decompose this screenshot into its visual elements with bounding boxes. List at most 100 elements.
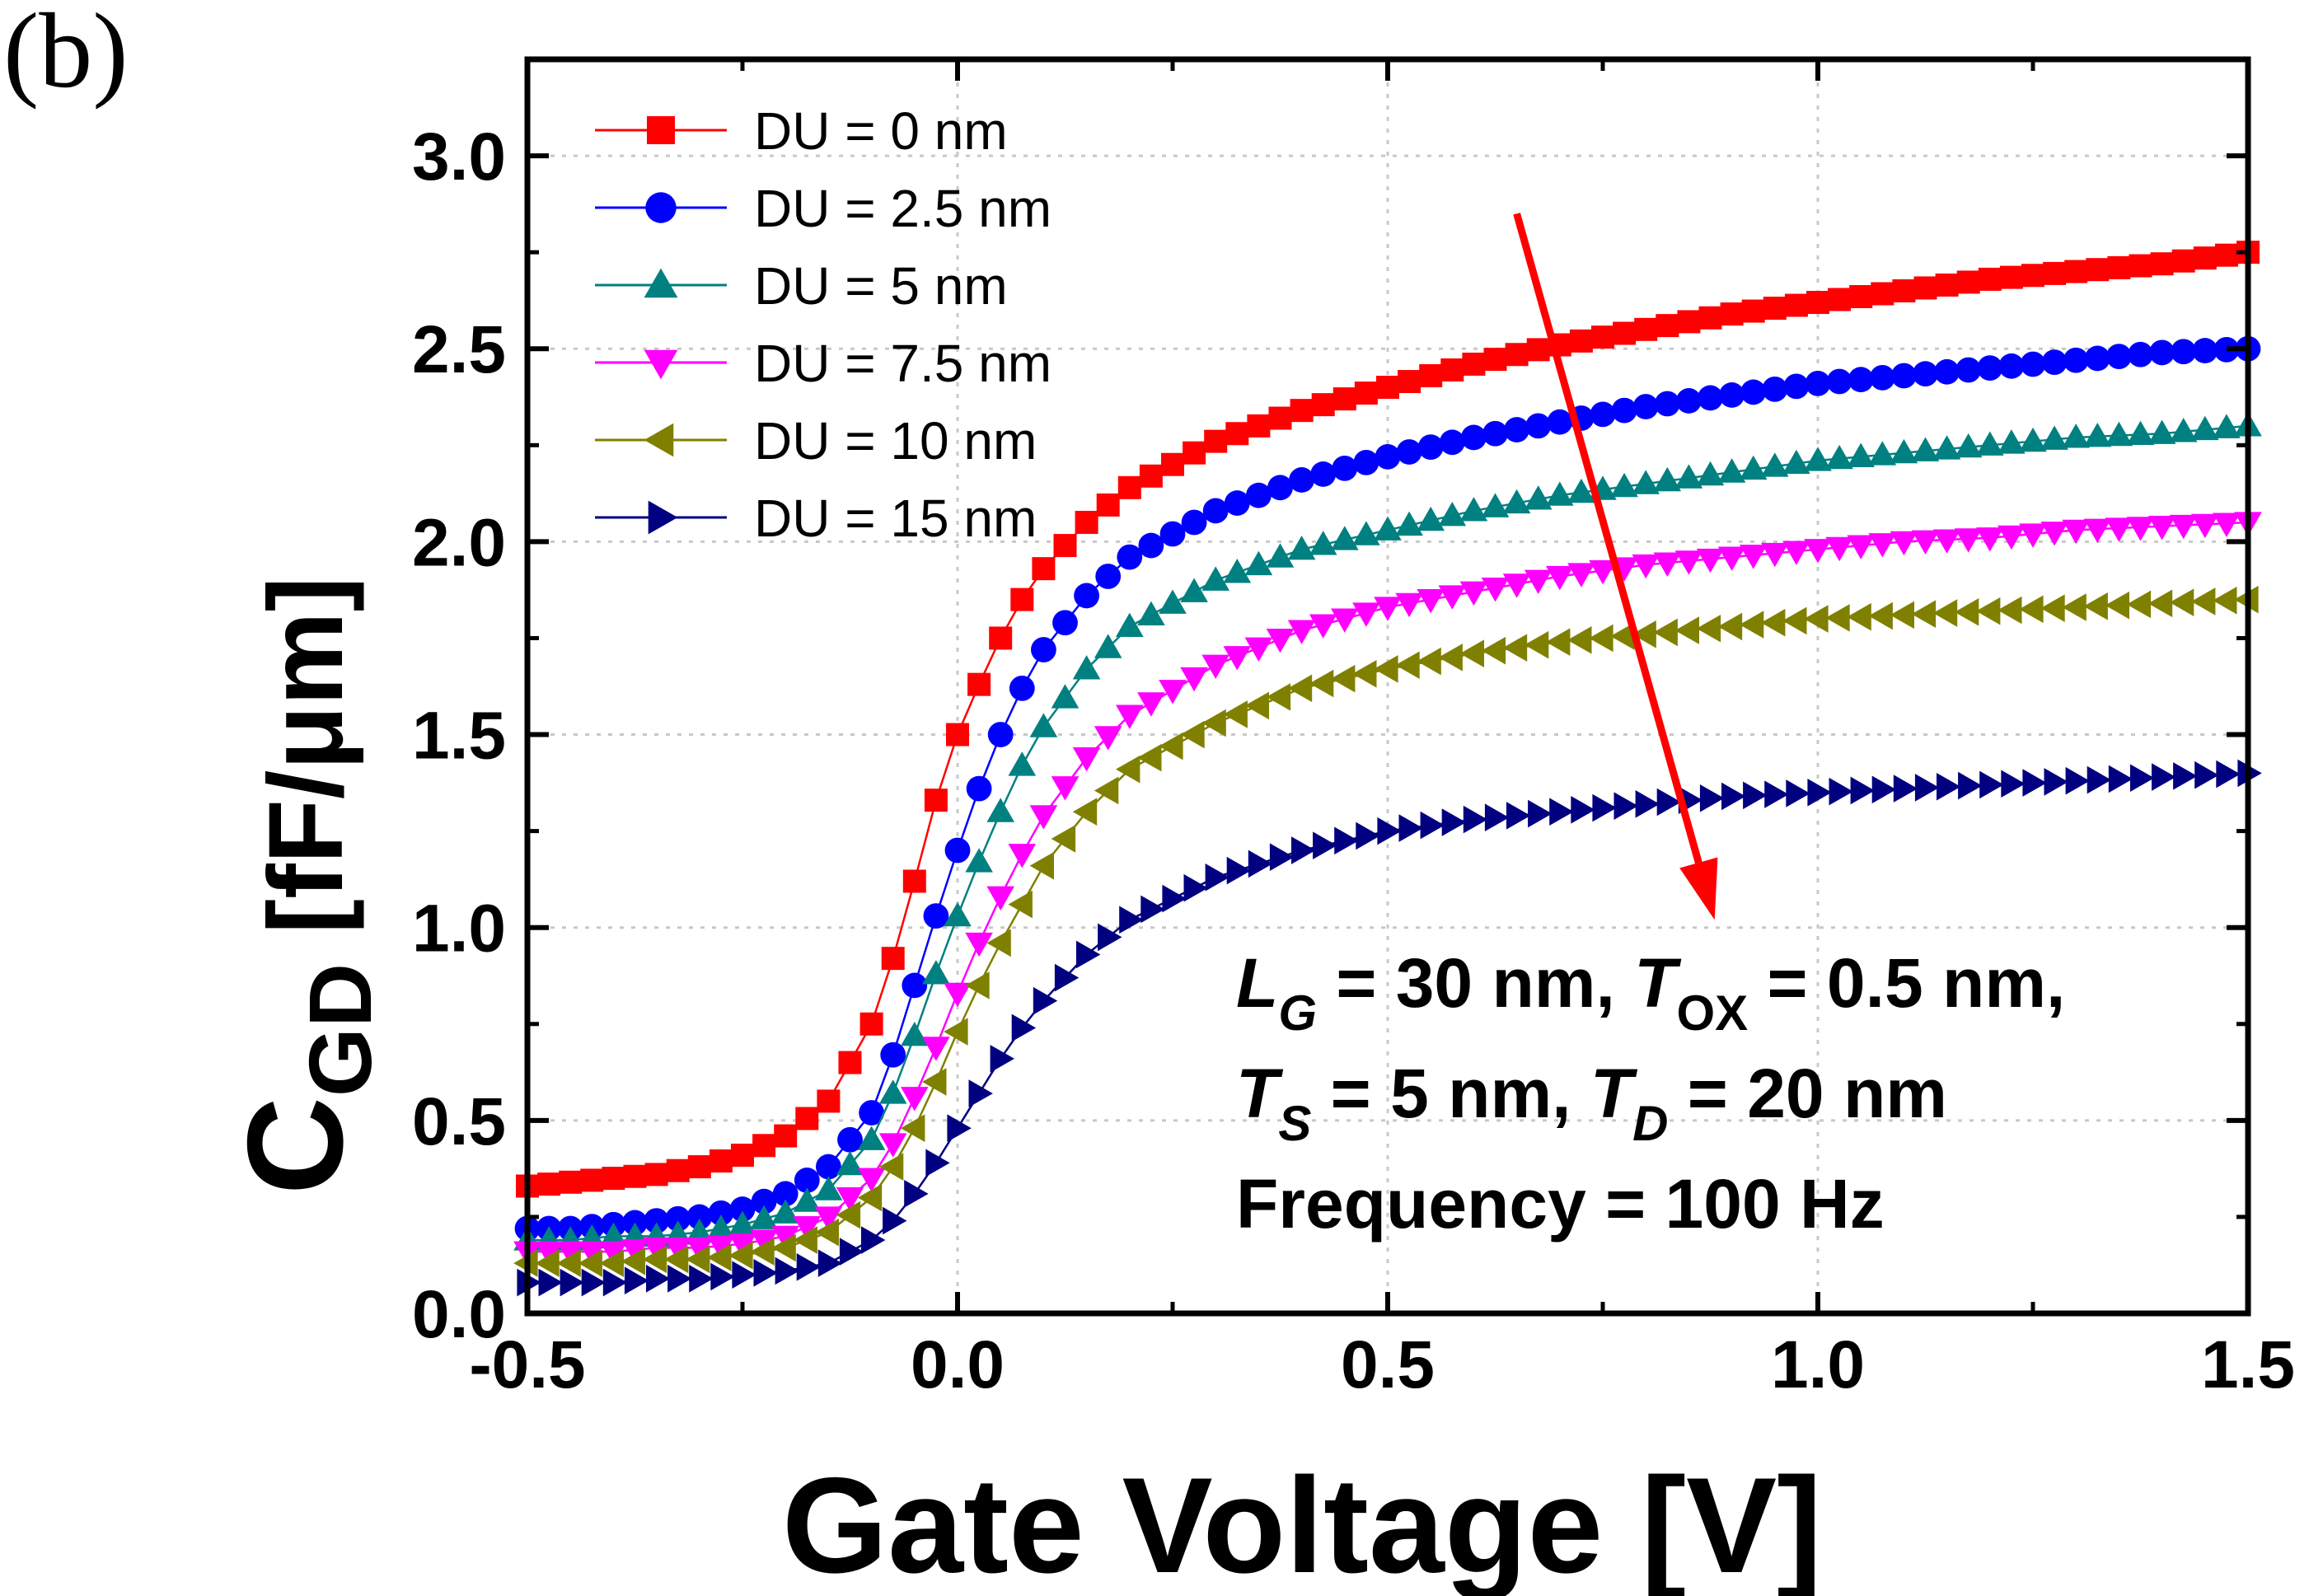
data-point — [2105, 591, 2129, 620]
data-point — [1956, 270, 1980, 294]
data-point — [1804, 539, 1832, 564]
data-point — [1029, 713, 1058, 737]
data-point — [1183, 873, 1208, 902]
data-point — [1592, 793, 1617, 822]
data-point — [1502, 489, 1531, 514]
data-point — [1248, 849, 1273, 878]
data-point — [922, 1037, 950, 1061]
data-point — [1481, 493, 1510, 517]
data-point — [1937, 772, 1961, 801]
svg-text:CGD [fF/μm]: CGD [fF/μm] — [219, 577, 390, 1195]
data-point — [966, 775, 992, 802]
data-point — [1783, 373, 1810, 400]
data-point — [1204, 429, 1228, 453]
x-tick-label: -0.5 — [469, 1327, 585, 1402]
data-point — [1440, 358, 1464, 381]
data-point — [2147, 419, 2176, 444]
data-point — [1911, 437, 1940, 461]
data-point — [1137, 601, 1165, 625]
y-tick-label: 1.0 — [412, 892, 506, 966]
data-point — [1720, 302, 1744, 326]
y-tick-label: 1.5 — [412, 699, 506, 774]
data-point — [1352, 521, 1380, 545]
data-point — [1439, 429, 1465, 456]
data-point — [1202, 498, 1229, 524]
data-point — [1868, 601, 1893, 630]
data-point — [1309, 669, 1334, 698]
data-point — [1205, 864, 1229, 892]
data-point — [1332, 456, 1358, 481]
annotation-segment: T — [1590, 1055, 1638, 1132]
data-point — [857, 1168, 886, 1192]
data-point — [2213, 337, 2240, 363]
data-point — [816, 1154, 841, 1180]
data-point — [968, 1079, 993, 1107]
data-point — [1634, 317, 1658, 341]
data-point — [750, 1205, 778, 1229]
annotation-segment: = 5 nm, — [1311, 1055, 1590, 1132]
data-point — [2044, 768, 2068, 796]
data-point — [2062, 593, 2087, 621]
data-point — [1483, 348, 1507, 372]
data-point — [1847, 535, 1875, 559]
data-point — [1463, 805, 1488, 834]
data-point — [1591, 325, 1614, 349]
data-point — [1334, 826, 1359, 855]
data-point — [1932, 435, 1961, 460]
data-point — [2147, 589, 2173, 618]
data-point — [1696, 461, 1725, 486]
data-point — [1331, 608, 1359, 633]
annotation-box: LG = 30 nm, TOX = 0.5 nm,TS = 5 nm, TD =… — [1236, 944, 2065, 1243]
data-point — [839, 1238, 864, 1266]
x-tick-label: 0.5 — [1341, 1327, 1435, 1402]
data-point — [1352, 659, 1377, 688]
data-point — [1674, 616, 1699, 644]
data-point — [1549, 798, 1574, 826]
data-point — [1395, 651, 1420, 680]
data-point — [793, 1226, 817, 1254]
data-point — [990, 1045, 1014, 1073]
data-point — [944, 982, 972, 1008]
series-1 — [514, 335, 2261, 1242]
data-point — [1782, 449, 1810, 475]
data-point — [1954, 598, 1979, 626]
data-point — [599, 1241, 628, 1266]
data-point — [796, 1253, 822, 1281]
data-point — [1782, 606, 1807, 635]
data-point — [902, 869, 926, 893]
legend-marker — [644, 423, 674, 457]
data-point — [1029, 805, 1058, 830]
data-point — [1461, 424, 1487, 451]
data-point — [2105, 517, 2133, 542]
data-point — [1008, 890, 1033, 919]
data-point — [1547, 409, 1573, 435]
data-point — [1266, 629, 1295, 653]
data-point — [947, 1114, 972, 1143]
data-point — [1719, 382, 1745, 408]
data-point — [1976, 431, 2004, 456]
data-point — [1611, 397, 1637, 424]
annotation-line: Frequency = 100 Hz — [1236, 1165, 1885, 1243]
data-point — [729, 1196, 756, 1222]
data-point — [2171, 339, 2197, 365]
x-axis-title: Gate Voltage [V] — [782, 1449, 1822, 1596]
data-point — [859, 1100, 884, 1126]
legend-item: DU = 15 nm — [595, 489, 1037, 548]
data-point — [1656, 314, 1679, 338]
data-point — [623, 1164, 647, 1188]
data-point — [1741, 299, 1765, 323]
data-point — [1847, 442, 1875, 467]
data-point — [1420, 811, 1445, 840]
data-point — [1095, 564, 1122, 589]
data-point — [774, 1124, 798, 1148]
legend: DU = 0 nm DU = 2.5 nm DU = 5 nm DU = 7.5 nm… — [595, 101, 1051, 548]
data-point — [924, 789, 948, 812]
data-point — [728, 1210, 756, 1235]
legend-marker — [644, 268, 678, 298]
legend-marker — [647, 116, 675, 144]
data-point — [1051, 776, 1080, 801]
data-point — [1481, 577, 1510, 602]
series-3 — [513, 512, 2262, 1266]
data-point — [1567, 626, 1592, 654]
data-point — [1698, 306, 1722, 330]
